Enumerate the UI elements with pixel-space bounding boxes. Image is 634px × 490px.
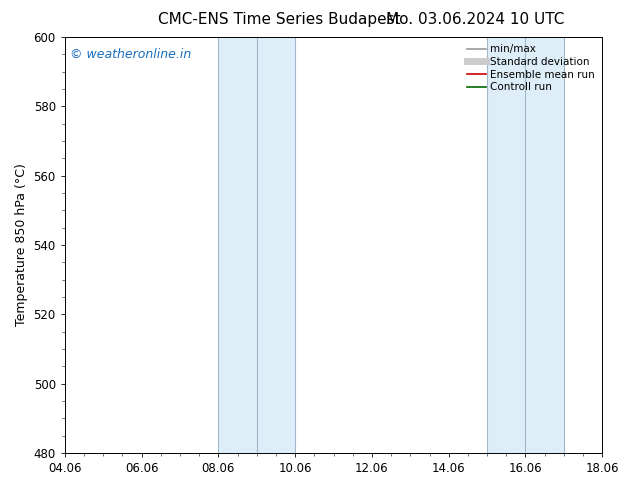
Text: © weatheronline.in: © weatheronline.in: [70, 48, 191, 61]
Bar: [218, 37, 295, 453]
Text: CMC-ENS Time Series Budapest: CMC-ENS Time Series Budapest: [158, 12, 400, 27]
Bar: [487, 37, 564, 453]
Y-axis label: Temperature 850 hPa (°C): Temperature 850 hPa (°C): [15, 164, 28, 326]
Legend: min/max, Standard deviation, Ensemble mean run, Controll run: min/max, Standard deviation, Ensemble me…: [465, 42, 597, 95]
Text: Mo. 03.06.2024 10 UTC: Mo. 03.06.2024 10 UTC: [386, 12, 565, 27]
